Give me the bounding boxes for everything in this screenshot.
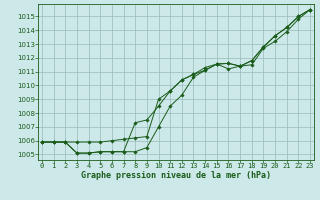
- X-axis label: Graphe pression niveau de la mer (hPa): Graphe pression niveau de la mer (hPa): [81, 171, 271, 180]
